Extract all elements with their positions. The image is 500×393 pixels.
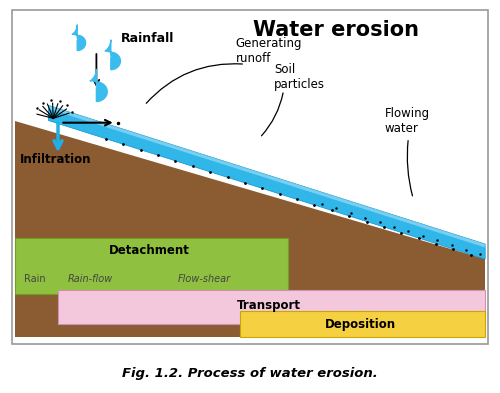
Bar <box>15 237 288 294</box>
Text: Water erosion: Water erosion <box>254 20 420 40</box>
Text: Flowing
water: Flowing water <box>384 107 430 134</box>
Polygon shape <box>48 105 485 259</box>
Polygon shape <box>72 25 86 50</box>
Text: Fig. 1.2. Process of water erosion.: Fig. 1.2. Process of water erosion. <box>122 367 378 380</box>
Bar <box>58 290 485 324</box>
Polygon shape <box>75 39 77 40</box>
Polygon shape <box>108 56 110 59</box>
Text: Transport: Transport <box>237 299 301 312</box>
Text: Soil
particles: Soil particles <box>274 63 325 91</box>
Text: Generating
runoff: Generating runoff <box>236 37 302 65</box>
Text: Rain: Rain <box>24 274 46 284</box>
Text: Rainfall: Rainfall <box>120 32 174 45</box>
Polygon shape <box>94 86 96 89</box>
Text: Flow-shear: Flow-shear <box>178 274 231 284</box>
Polygon shape <box>105 40 120 70</box>
Text: Detachment: Detachment <box>109 244 190 257</box>
Bar <box>240 311 485 337</box>
Text: Rain-flow: Rain-flow <box>68 274 113 284</box>
Text: Infiltration: Infiltration <box>20 153 91 166</box>
Polygon shape <box>15 121 485 337</box>
Polygon shape <box>48 105 485 248</box>
Polygon shape <box>90 69 107 101</box>
Text: Deposition: Deposition <box>325 318 396 331</box>
